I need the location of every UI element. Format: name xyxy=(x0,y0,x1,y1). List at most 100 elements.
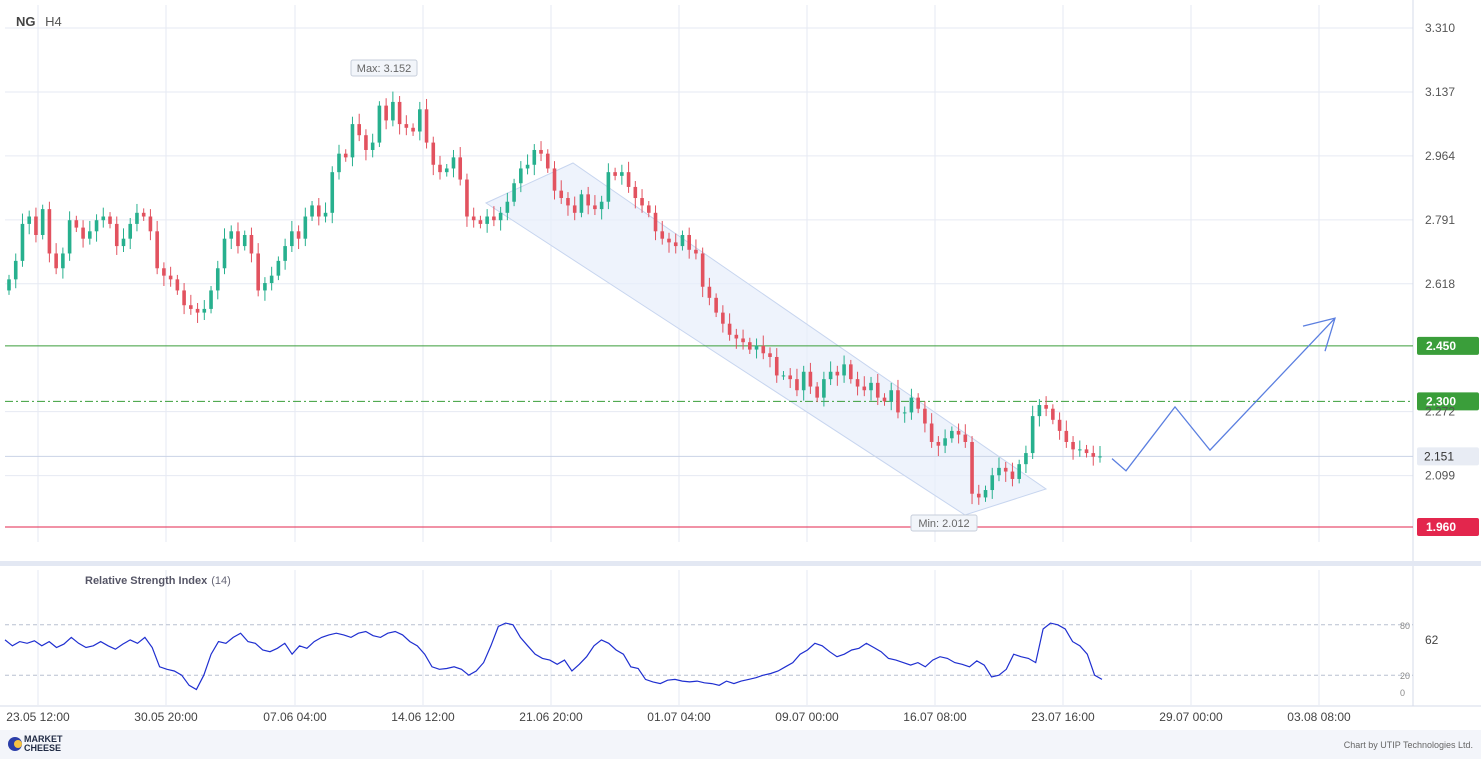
candle-body xyxy=(485,216,489,224)
price-tick-label: 2.099 xyxy=(1425,469,1455,483)
candle-body xyxy=(801,371,806,391)
candle-body xyxy=(660,231,665,239)
candle-body xyxy=(950,430,954,439)
time-tick-label: 14.06 12:00 xyxy=(391,710,455,724)
current-price-badge xyxy=(1417,447,1479,466)
candle-body xyxy=(1024,453,1028,465)
candle-body xyxy=(545,153,550,169)
candle-body xyxy=(7,279,11,291)
candle-body xyxy=(202,308,207,313)
candle-body xyxy=(835,371,840,376)
candle-body xyxy=(263,283,267,291)
candle-body xyxy=(94,220,99,232)
level-badge-1.960 xyxy=(1417,518,1479,536)
candle-body xyxy=(774,356,779,376)
candle-body xyxy=(646,205,651,213)
candle-body xyxy=(114,223,119,247)
candle-body xyxy=(310,205,314,217)
candle-body xyxy=(929,423,934,442)
candle-body xyxy=(1071,441,1075,450)
rsi-tick-label: 62 xyxy=(1425,633,1439,647)
time-tick-label: 30.05 20:00 xyxy=(134,710,198,724)
candle-body xyxy=(963,434,968,442)
cheese-logo-icon xyxy=(8,737,22,751)
symbol-label: NG xyxy=(16,14,36,29)
descending-channel xyxy=(484,162,1048,516)
candle-body xyxy=(101,216,106,221)
level-badge-text: 2.300 xyxy=(1426,394,1456,408)
timeframe-label: H4 xyxy=(45,14,62,29)
candle-body xyxy=(1037,405,1042,417)
max-min-annotations: Max: 3.152 Min: 2.012 xyxy=(350,59,978,532)
rsi-line xyxy=(4,622,1103,691)
panel-divider xyxy=(0,561,1481,566)
time-tick-label: 16.07 08:00 xyxy=(903,710,967,724)
candle-body xyxy=(572,205,577,213)
candle-body xyxy=(391,101,395,121)
candle-body xyxy=(849,364,853,380)
candle-body xyxy=(168,275,173,280)
market-cheese-logo: MARKET CHEESE xyxy=(8,735,63,753)
candle-body xyxy=(236,231,240,247)
chart-credit: Chart by UTIP Technologies Ltd. xyxy=(1343,740,1473,750)
candle-body xyxy=(141,212,146,217)
candle-body xyxy=(626,172,631,187)
candle-body xyxy=(525,164,530,169)
candle-body xyxy=(943,438,947,446)
time-tick-label: 03.08 08:00 xyxy=(1287,710,1351,724)
time-tick-label: 09.07 00:00 xyxy=(775,710,839,724)
candle-body xyxy=(88,231,92,239)
candle-body xyxy=(936,441,941,446)
rsi-title-text: Relative Strength Index xyxy=(85,575,208,587)
candle-body xyxy=(902,412,907,414)
candle-body xyxy=(741,338,745,343)
candle-body xyxy=(680,234,685,247)
candle-body xyxy=(256,253,260,291)
candle-body xyxy=(411,127,415,132)
candle-body xyxy=(121,238,126,247)
candle-body xyxy=(822,379,826,398)
candle-body xyxy=(1084,449,1089,454)
forecast-line xyxy=(1111,317,1336,472)
candle-body xyxy=(296,231,301,239)
time-axis: 23.05 12:00 30.05 20:00 07.06 04:00 14.06 1… xyxy=(6,710,1351,724)
candle-body xyxy=(283,246,287,261)
rsi-panel: 80 62 20 0 xyxy=(4,621,1439,698)
candle-body xyxy=(983,490,988,498)
candle-body xyxy=(808,371,813,387)
candle-body xyxy=(700,253,705,287)
price-levels: 2.450 2.300 1.960 2.151 xyxy=(5,336,1479,536)
candle-body xyxy=(61,253,65,269)
rsi-tick-label: 80 xyxy=(1400,621,1410,631)
ticker-label: NG H4 xyxy=(16,14,62,29)
candle-body xyxy=(478,220,483,224)
candle-body xyxy=(290,231,294,247)
level-badge-text: 2.450 xyxy=(1426,339,1456,353)
rsi-tick-label: 20 xyxy=(1400,671,1410,681)
price-tick-label: 2.791 xyxy=(1425,213,1455,227)
logo-line-2: CHEESE xyxy=(24,743,62,753)
logo-dot xyxy=(14,740,22,748)
candle-body xyxy=(566,198,570,206)
candle-body xyxy=(916,397,920,409)
candle-body xyxy=(498,212,503,221)
time-tick-label: 01.07 04:00 xyxy=(647,710,711,724)
candle-body xyxy=(734,334,739,339)
candle-body xyxy=(532,149,537,165)
price-tick-label: 3.137 xyxy=(1425,85,1455,99)
candle-body xyxy=(1077,449,1082,451)
candle-body xyxy=(694,249,698,254)
time-tick-label: 23.07 16:00 xyxy=(1031,710,1095,724)
candle-body xyxy=(13,260,18,280)
price-axis: 3.310 3.137 2.964 2.791 2.618 2.272 2.099 xyxy=(1425,21,1455,483)
candle-body xyxy=(209,290,213,309)
candle-body xyxy=(539,149,543,154)
candle-body xyxy=(1051,408,1055,420)
candle-body xyxy=(714,297,718,313)
candle-body xyxy=(1044,405,1048,409)
candle-body xyxy=(438,164,442,173)
current-price-text: 2.151 xyxy=(1424,449,1454,463)
candle-body xyxy=(579,194,584,213)
candle-body xyxy=(67,220,72,254)
